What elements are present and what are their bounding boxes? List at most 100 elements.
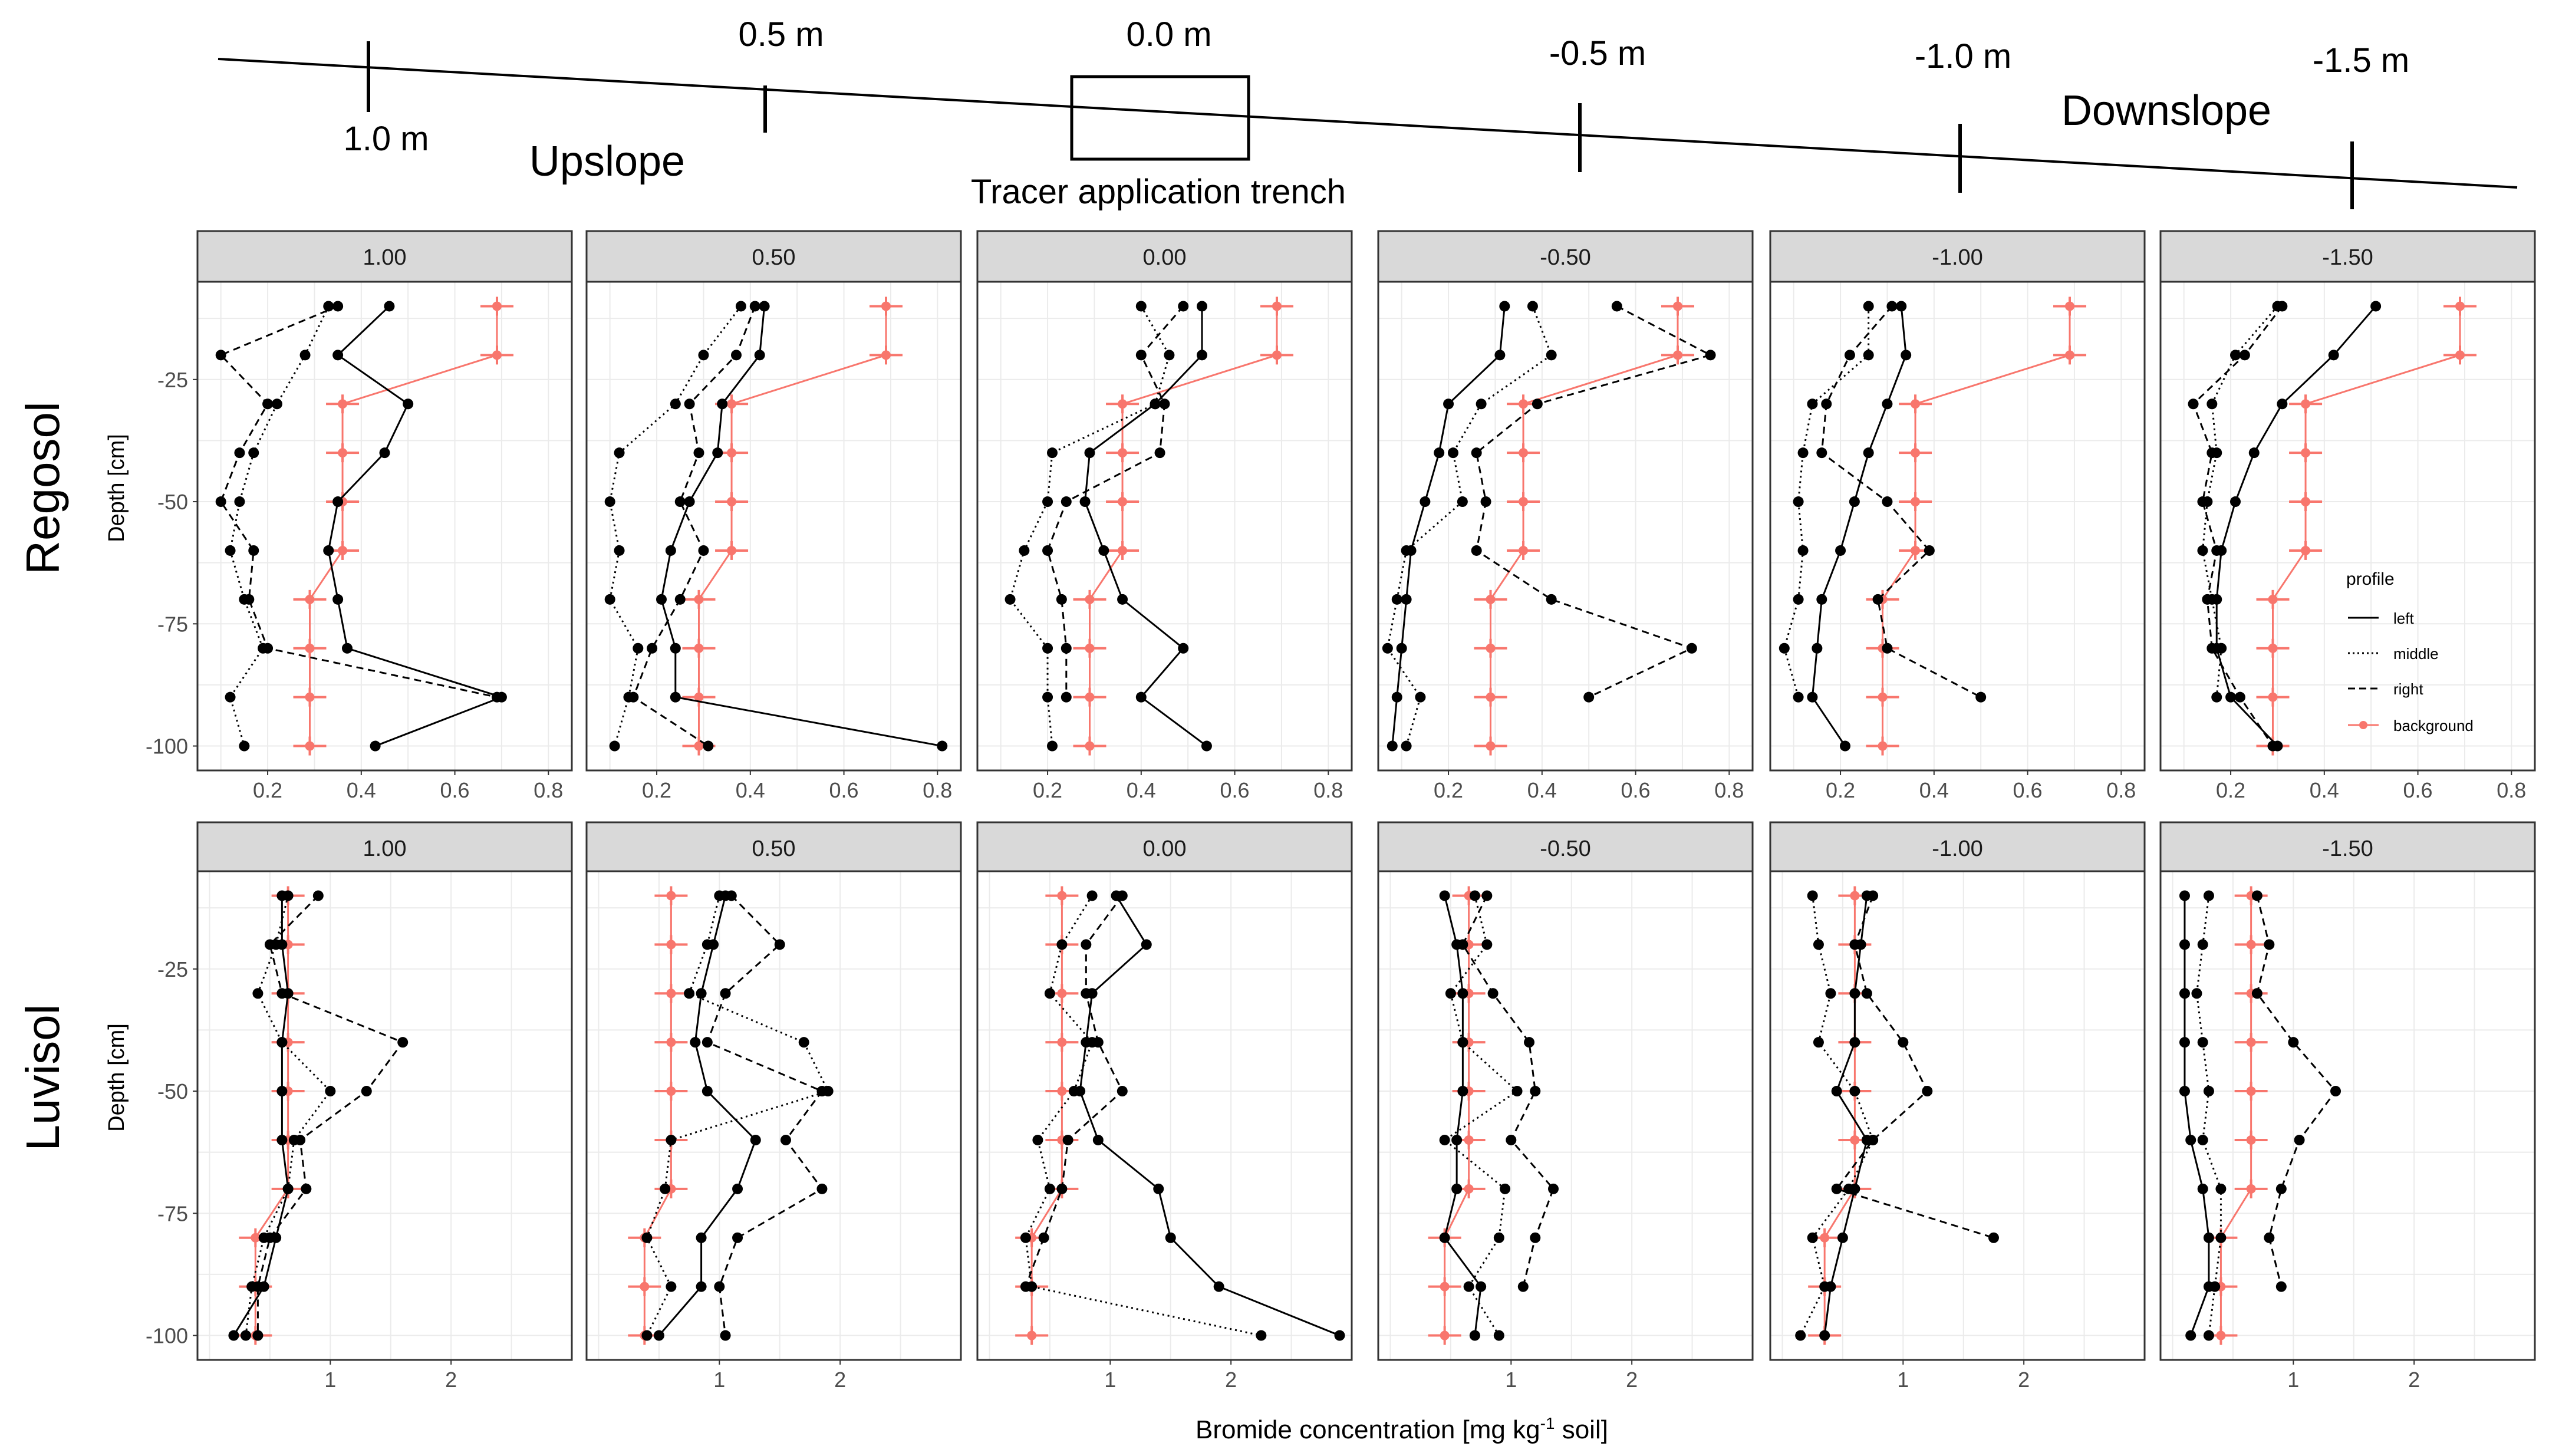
series-right-point bbox=[262, 398, 274, 410]
panel-luvisol-6: -1.50 1 2 bbox=[2159, 821, 2536, 1392]
panel-border bbox=[1769, 281, 2146, 772]
x-tick-label: 0.2 bbox=[1434, 778, 1463, 802]
series-left-point bbox=[759, 301, 770, 312]
series-left-point bbox=[2179, 1086, 2190, 1097]
series-background-line bbox=[1490, 306, 1679, 746]
series-background-line bbox=[1089, 306, 1278, 746]
series-right-point bbox=[1061, 496, 1072, 508]
series-middle-point bbox=[1056, 939, 1068, 950]
x-tick-label: 0.6 bbox=[1621, 778, 1651, 802]
series-left-point bbox=[379, 447, 390, 459]
series-right-point bbox=[1821, 398, 1832, 410]
x-tick-label: 1 bbox=[324, 1368, 336, 1392]
x-tick-label: 0.8 bbox=[1714, 778, 1744, 802]
series-right-point bbox=[1868, 1134, 1879, 1145]
series-left-point bbox=[1420, 496, 1431, 508]
panel-background bbox=[587, 871, 961, 1360]
slope-schematic: 1.0 m 0.5 m 0.0 m -0.5 m -1.0 m -1.5 m U… bbox=[218, 15, 2518, 211]
series-left-point bbox=[696, 1281, 707, 1292]
background-point bbox=[694, 692, 704, 702]
panel-regosol-6: -1.50 0.2 0.4 0.6 0.8 bbox=[2159, 230, 2536, 802]
series-left-point bbox=[2203, 1232, 2214, 1243]
facet-strip-label: -0.50 bbox=[1540, 836, 1591, 861]
panel-background bbox=[197, 282, 572, 770]
background-point bbox=[1878, 692, 1888, 702]
panel-border bbox=[2159, 870, 2536, 1361]
series-right-point bbox=[1583, 691, 1595, 703]
series-left-line bbox=[1079, 895, 1341, 1336]
x-tick-label: 0.2 bbox=[253, 778, 282, 802]
series-middle-point bbox=[1863, 350, 1874, 361]
series-right-point bbox=[252, 1281, 264, 1292]
series-right-point bbox=[780, 1134, 791, 1145]
series-left-point bbox=[670, 643, 681, 654]
panel-regosol-2: 0.50 0.2 0.4 0.6 0.8 bbox=[585, 230, 962, 802]
background-point bbox=[1850, 891, 1860, 901]
series-middle-line bbox=[1025, 895, 1262, 1337]
series-middle-point bbox=[1546, 350, 1557, 361]
background-point bbox=[305, 692, 315, 702]
series-left-point bbox=[1896, 301, 1907, 312]
series-middle-point bbox=[282, 890, 294, 901]
background-point bbox=[694, 741, 704, 751]
series-middle-point bbox=[2197, 1134, 2208, 1145]
background-point bbox=[2246, 1184, 2256, 1194]
row-label-regosol: Regosol bbox=[17, 401, 69, 575]
series-middle-point bbox=[735, 301, 746, 312]
x-tick-label: 1 bbox=[1104, 1368, 1116, 1392]
background-point bbox=[1911, 497, 1921, 507]
x-tick-label: 0.6 bbox=[1220, 778, 1250, 802]
y-tick-label-luvisol: -100 bbox=[146, 1324, 188, 1348]
series-right-point bbox=[1081, 939, 1092, 950]
series-left-point bbox=[2185, 1330, 2196, 1341]
series-left-point bbox=[370, 740, 381, 752]
background-point bbox=[1486, 692, 1496, 702]
y-axis-label-luvisol: Depth [cm] bbox=[104, 1023, 129, 1132]
series-right-point bbox=[1117, 1086, 1128, 1097]
background-point bbox=[694, 643, 704, 653]
series-middle-point bbox=[1825, 988, 1836, 999]
panel-border bbox=[196, 870, 573, 1361]
background-point bbox=[492, 350, 502, 360]
background-point bbox=[2246, 1037, 2256, 1047]
series-right-point bbox=[1042, 545, 1053, 556]
series-left-point bbox=[2197, 1183, 2208, 1194]
x-axis-label: Bromide concentration [mg kg-1 soil] bbox=[1196, 1414, 1608, 1444]
series-middle-point bbox=[276, 1037, 288, 1048]
series-right-point bbox=[1886, 301, 1898, 312]
series-right-point bbox=[492, 691, 502, 703]
background-point bbox=[1911, 448, 1921, 458]
x-tick-label: 0.8 bbox=[2106, 778, 2136, 802]
slope-line bbox=[218, 58, 2518, 189]
background-point bbox=[1850, 1135, 1860, 1145]
panel-background bbox=[587, 282, 961, 770]
background-point bbox=[2216, 1330, 2226, 1340]
x-axis-label-tail: soil] bbox=[1555, 1415, 1608, 1444]
series-left-point bbox=[1494, 350, 1506, 361]
series-right-point bbox=[1849, 939, 1860, 950]
series-right-point bbox=[1922, 1086, 1933, 1097]
series-middle-point bbox=[1439, 1134, 1450, 1145]
x-tick-label: 0.6 bbox=[2013, 778, 2043, 802]
series-middle-line bbox=[1799, 895, 1874, 1336]
series-left-point bbox=[332, 496, 344, 508]
series-middle-point bbox=[1807, 1232, 1818, 1243]
series-right-point bbox=[2207, 447, 2218, 459]
series-left-point bbox=[750, 1134, 761, 1145]
series-right-point bbox=[1975, 691, 1987, 703]
series-right-point bbox=[264, 939, 275, 950]
x-axis-label-sup: -1 bbox=[1540, 1414, 1555, 1432]
series-left-point bbox=[1178, 643, 1189, 654]
series-background-line bbox=[643, 895, 672, 1336]
series-left-point bbox=[696, 988, 707, 999]
position-label-1: 1.0 m bbox=[343, 120, 429, 158]
series-right-point bbox=[2264, 1232, 2275, 1243]
series-middle-point bbox=[1500, 1183, 1511, 1194]
background-point bbox=[727, 545, 737, 555]
series-left-point bbox=[1457, 988, 1468, 999]
panel-background bbox=[977, 871, 1352, 1360]
background-point bbox=[2301, 497, 2311, 507]
series-right-point bbox=[1457, 939, 1468, 950]
series-middle-point bbox=[2207, 398, 2218, 410]
series-left-point bbox=[656, 594, 667, 605]
